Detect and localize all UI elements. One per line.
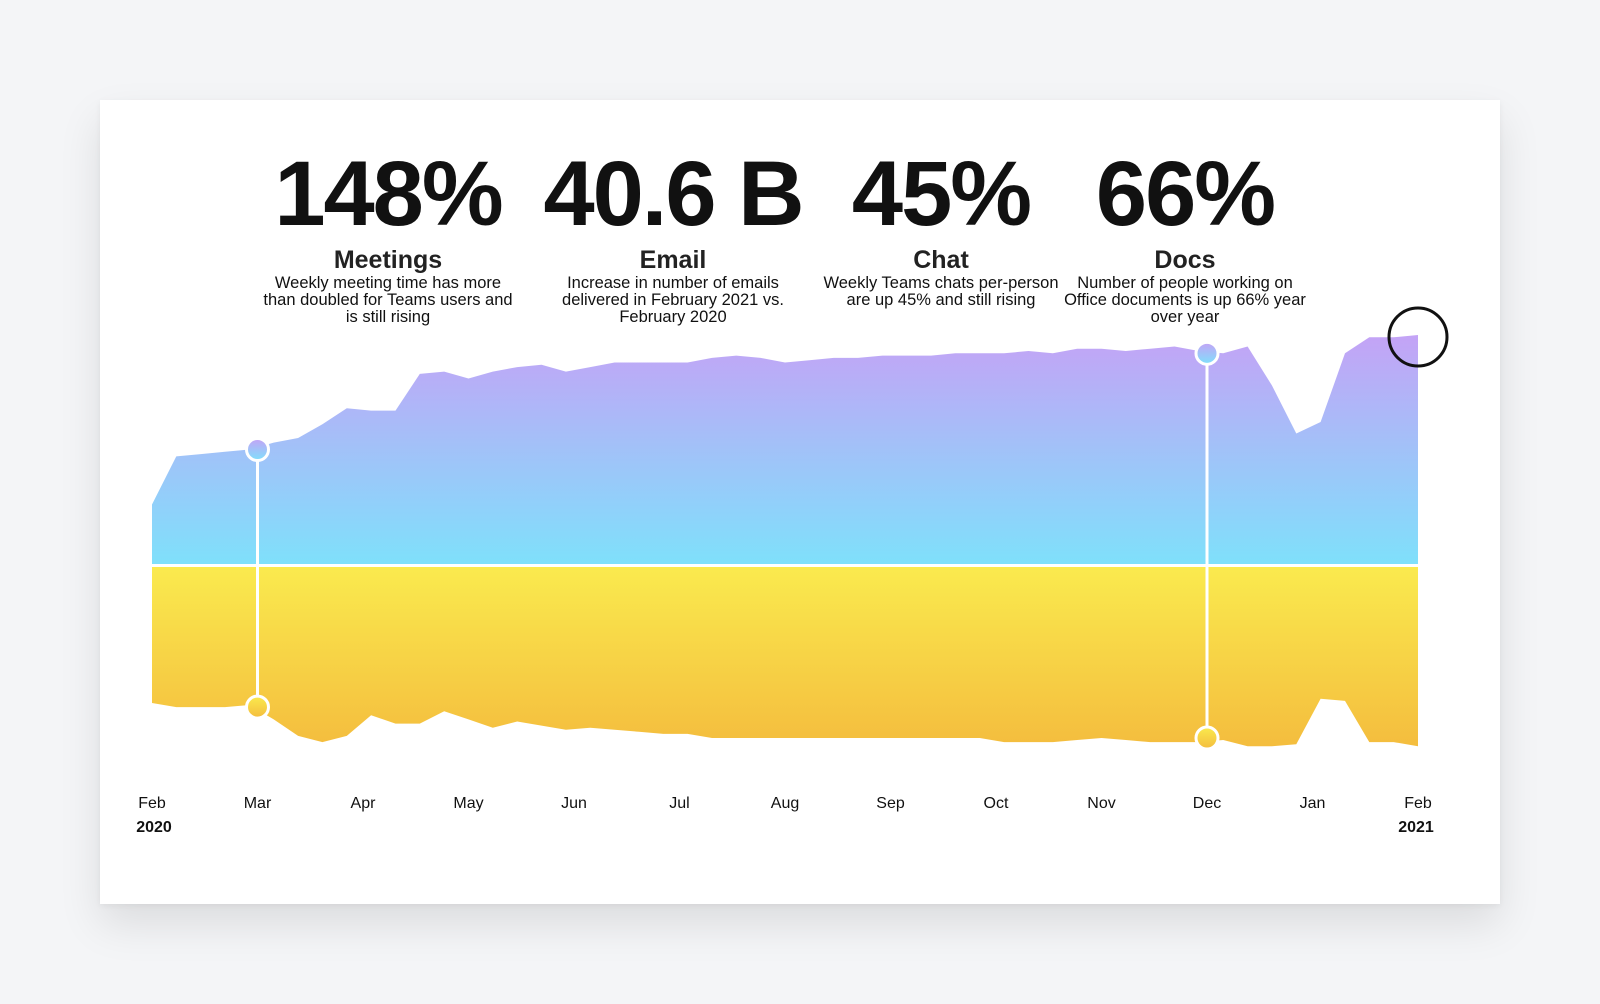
- activity-area-chart: Feb Mar Apr May Jun Jul Aug Sep Oct Nov Dec Jan Feb 2…: [136, 306, 1449, 836]
- endpoint-highlight-ring: [1387, 306, 1449, 368]
- x-tick-label: Oct: [984, 795, 1009, 812]
- x-tick-label: Aug: [771, 795, 799, 812]
- x-tick-label: Nov: [1087, 795, 1115, 812]
- x-tick-label: Apr: [351, 795, 377, 812]
- upper-marker-dot: [245, 437, 270, 462]
- stat-label: Docs: [1154, 246, 1216, 274]
- stat-chat: 45% Chat Weekly Teams chats per-person a…: [811, 148, 1071, 309]
- x-year-label: 2020: [136, 819, 172, 836]
- stat-docs: 66% Docs Number of people working on Off…: [1055, 148, 1315, 326]
- stat-label: Meetings: [333, 246, 443, 274]
- x-tick-label: Feb: [138, 795, 166, 812]
- stat-value: 40.6 B: [543, 143, 804, 245]
- x-tick-label: Dec: [1193, 795, 1221, 812]
- stat-label: Email: [639, 246, 707, 274]
- lower-area-series: [152, 567, 1418, 747]
- x-tick-label: Jan: [1300, 795, 1326, 812]
- stat-description: Increase in number of emails delivered i…: [562, 274, 784, 326]
- infographic-card: 148% Meetings Weekly meeting time has mo…: [100, 100, 1500, 904]
- x-tick-label: Mar: [244, 795, 272, 812]
- stat-email: 40.6 B Email Increase in number of email…: [543, 143, 804, 326]
- upper-area-series: [152, 335, 1418, 564]
- lower-marker-dot: [1194, 725, 1220, 751]
- x-tick-label: Jun: [561, 795, 587, 812]
- x-tick-label: Sep: [876, 795, 905, 812]
- stat-description: Number of people working on Office docum…: [1064, 274, 1306, 326]
- stat-value: 148%: [274, 143, 503, 245]
- x-tick-label: Jul: [669, 795, 689, 812]
- stat-value: 66%: [1095, 143, 1276, 245]
- x-year-label: 2021: [1398, 819, 1434, 836]
- stat-description: Weekly Teams chats per-person are up 45%…: [823, 274, 1059, 309]
- lower-marker-dot: [245, 694, 270, 720]
- x-tick-label: Feb: [1404, 795, 1432, 812]
- stat-value: 45%: [851, 143, 1032, 245]
- stat-label: Chat: [913, 246, 969, 274]
- x-tick-label: May: [453, 795, 483, 812]
- upper-marker-dot: [1194, 340, 1220, 366]
- stat-meetings: 148% Meetings Weekly meeting time has mo…: [258, 148, 518, 326]
- stat-description: Weekly meeting time has more than double…: [263, 274, 513, 326]
